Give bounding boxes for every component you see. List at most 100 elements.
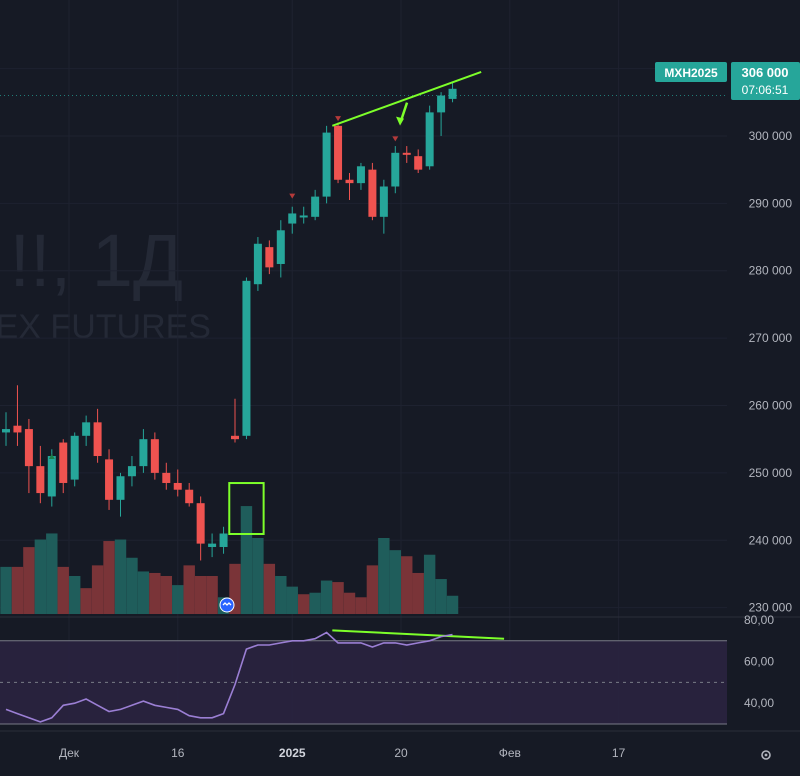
gear-icon[interactable] — [761, 750, 771, 760]
candle-body — [70, 435, 79, 480]
rsi-line — [5, 631, 453, 723]
time-tick-label: Фев — [499, 746, 521, 760]
candle-body — [402, 152, 411, 155]
candle-body — [116, 476, 125, 500]
price-label-box — [731, 62, 800, 100]
arrow-annotation-head — [396, 116, 405, 126]
symbol-price-badge: MXH2025 306 000 07:06:51 — [655, 62, 800, 100]
volume-bar — [194, 576, 207, 614]
volume-bar — [309, 592, 321, 614]
candle-body — [127, 466, 136, 477]
annotations — [228, 71, 505, 640]
time-tick-label: 17 — [612, 746, 626, 760]
price-tick-label: 300 000 — [749, 129, 793, 143]
symbol-label-box — [655, 62, 727, 82]
candle-body — [288, 213, 297, 224]
volume-bar — [172, 585, 184, 614]
signal-markers — [48, 116, 399, 460]
volume-bar — [137, 571, 150, 614]
candle-body — [299, 215, 308, 218]
candle-body — [36, 466, 45, 494]
volume-bar — [114, 539, 127, 614]
price-tick-label: 230 000 — [749, 601, 793, 615]
candle-body — [242, 280, 251, 436]
signal-marker — [48, 454, 55, 460]
price-tick-label: 280 000 — [749, 264, 793, 278]
volume-bar — [34, 539, 47, 614]
time-tick-label: 2025 — [279, 746, 306, 760]
price-tick-label: 250 000 — [749, 466, 793, 480]
candle-body — [276, 230, 285, 264]
candle-body — [231, 435, 239, 440]
volume-bar — [69, 576, 81, 614]
volume-bar — [149, 572, 161, 614]
rsi-tick-label: 60,00 — [744, 655, 774, 669]
candle-body — [425, 112, 434, 167]
time-axis[interactable]: Дек 16 2025 20 Фев 17 — [0, 730, 800, 760]
volume-bar — [343, 592, 356, 614]
volume-bar — [11, 566, 24, 614]
candle-body — [59, 442, 68, 483]
candle-body — [379, 186, 388, 217]
volume-bar — [435, 579, 447, 614]
rsi-pane — [0, 616, 800, 725]
volume-bar — [240, 506, 253, 614]
rsi-tick-label: 40,00 — [744, 696, 774, 710]
volume-bar — [263, 563, 276, 614]
candles — [2, 82, 457, 561]
candle-body — [345, 179, 354, 184]
price-label: 306 000 — [742, 65, 789, 80]
volume-bar — [275, 576, 287, 614]
volume-bar — [389, 550, 401, 614]
volume-bar — [401, 556, 413, 614]
arrow-annotation — [399, 102, 409, 121]
clock-icon[interactable] — [219, 597, 235, 613]
volume-bar — [229, 563, 241, 614]
volume-bar — [0, 566, 12, 614]
volume-bar — [126, 557, 138, 614]
volume-bar — [286, 586, 298, 614]
candle-body — [219, 533, 228, 547]
rsi-axis[interactable]: 40,00 60,00 80,00 — [744, 613, 774, 710]
price-trendline — [331, 71, 482, 127]
volume-bar — [366, 565, 379, 614]
price-tick-label: 240 000 — [749, 533, 793, 547]
candle-body — [196, 503, 205, 544]
rsi-tick-label: 80,00 — [744, 613, 774, 627]
volume-bar — [332, 582, 344, 614]
watermark-symbol: !!, 1Д — [9, 219, 183, 302]
candle-body — [93, 422, 102, 457]
price-axis[interactable]: 230 000 240 000 250 000 260 000 270 000 280 0… — [749, 62, 793, 615]
candle-body — [150, 439, 159, 473]
candle-body — [105, 459, 114, 500]
volume-bar — [91, 565, 104, 614]
candle-body — [2, 429, 10, 433]
volume-bar — [23, 547, 35, 614]
watermark-description: DEX FUTURES — [0, 308, 211, 346]
volume-bar — [378, 538, 390, 614]
candle-body — [253, 243, 262, 285]
volume-bar — [103, 541, 115, 614]
volume-bar — [423, 554, 436, 614]
candle-body — [311, 196, 320, 217]
volume-bar — [160, 576, 172, 614]
signal-marker — [335, 116, 342, 122]
volume-bar — [320, 580, 333, 614]
volume-bar — [206, 576, 218, 614]
candle-body — [162, 472, 171, 483]
candle-body — [265, 247, 274, 268]
volume-bar — [355, 597, 367, 614]
candle-body — [47, 456, 56, 497]
time-tick-label: 20 — [394, 746, 408, 760]
candle-body — [185, 489, 194, 504]
volume-bar — [46, 533, 58, 614]
volume-bar — [446, 595, 459, 614]
signal-marker — [392, 136, 399, 142]
volume-bar — [412, 572, 424, 614]
volume-bar — [252, 538, 264, 614]
time-tick-label: 16 — [171, 746, 185, 760]
volume-highlight-box — [228, 482, 265, 536]
candle-body — [414, 156, 423, 170]
